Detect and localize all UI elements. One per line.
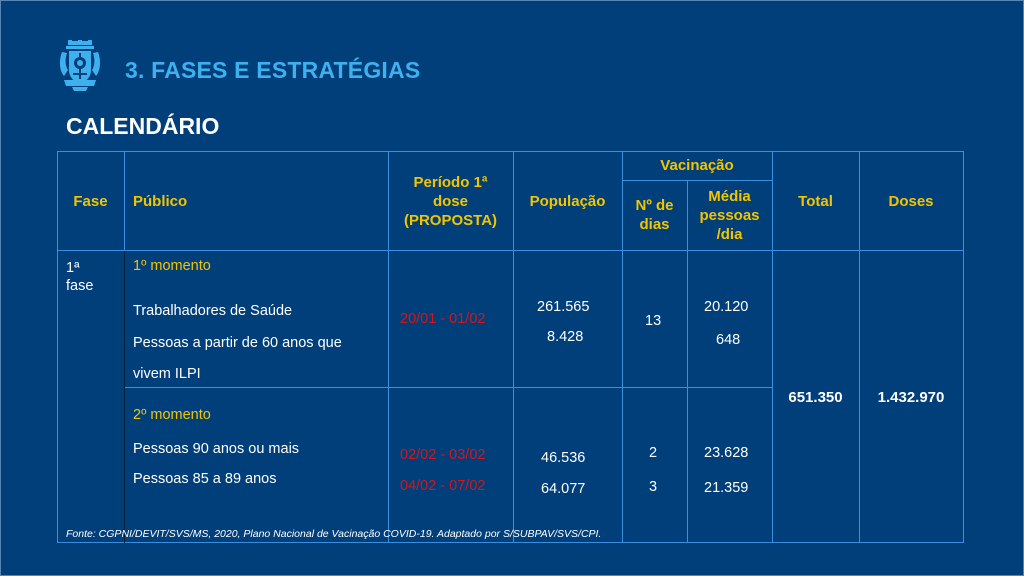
section-subtitle: CALENDÁRIO	[66, 113, 220, 139]
doses-value: 1.432.970	[877, 388, 945, 406]
momento1-publico-2b: vivem ILPI	[133, 366, 201, 382]
source-footnote: Fonte: CGPNI/DEVIT/SVS/MS, 2020, Plano N…	[66, 528, 602, 540]
header-doses: Doses	[888, 192, 934, 210]
momento2-dias-2: 3	[649, 479, 658, 495]
momento1-periodo: 20/01 - 01/02	[400, 311, 486, 327]
header-media-line1: Média	[708, 187, 751, 205]
momento1-title: 1º momento	[133, 258, 211, 274]
header-media-line3: /dia	[716, 225, 743, 243]
momento1-publico-1: Trabalhadores de Saúde	[133, 303, 293, 319]
fase-label-line1: 1ª	[66, 260, 80, 276]
page-title: 3. FASES E ESTRATÉGIAS	[125, 57, 421, 83]
momento1-media-2: 648	[716, 332, 741, 348]
momento2-periodo-2: 04/02 - 07/02	[400, 478, 486, 494]
header-populacao: População	[529, 192, 606, 210]
header-vacinacao: Vacinação	[660, 157, 734, 174]
momento2-media-2: 21.359	[704, 480, 749, 496]
momento2-periodo-1: 02/02 - 03/02	[400, 447, 486, 463]
header-dias: Nº de dias	[622, 180, 687, 250]
header-periodo-line1: Período 1ª	[413, 173, 488, 191]
momento1-populacao-2: 8.428	[547, 329, 584, 345]
total-value: 651.350	[788, 388, 843, 406]
header-periodo-line3: (PROPOSTA)	[403, 211, 498, 229]
momento2-dias-1: 2	[649, 445, 658, 461]
momento2-title: 2º momento	[133, 407, 211, 423]
fase-label: 1ª fase	[66, 259, 93, 295]
header-media: Média pessoas /dia	[687, 180, 772, 250]
momento1-publico-2a: Pessoas a partir de 60 anos que	[133, 335, 342, 351]
momento2-publico-2: Pessoas 85 a 89 anos	[133, 471, 277, 487]
header-periodo-line2: dose	[432, 192, 468, 210]
momento1-populacao-1: 261.565	[537, 299, 590, 315]
momento1-media-1: 20.120	[704, 299, 749, 315]
momento2-populacao-2: 64.077	[541, 481, 586, 497]
header-media-line2: pessoas	[699, 206, 760, 224]
header-fase: Fase	[73, 192, 108, 210]
momento2-populacao-1: 46.536	[541, 450, 586, 466]
header-dias-line2: dias	[639, 216, 670, 233]
fase-label-line2: fase	[66, 278, 94, 294]
momento2-publico-1: Pessoas 90 anos ou mais	[133, 441, 300, 457]
momento2-media-1: 23.628	[704, 445, 749, 461]
header-total: Total	[798, 192, 833, 210]
calendar-table: Fase Público Período 1ª dose (PROPOSTA) …	[57, 151, 964, 543]
rio-coat-of-arms-icon	[59, 40, 101, 91]
header-publico: Público	[133, 192, 188, 210]
momento1-dias: 13	[645, 313, 662, 329]
header-dias-line1: Nº de	[635, 197, 674, 214]
header-periodo: Período 1ª dose (PROPOSTA)	[388, 151, 513, 251]
